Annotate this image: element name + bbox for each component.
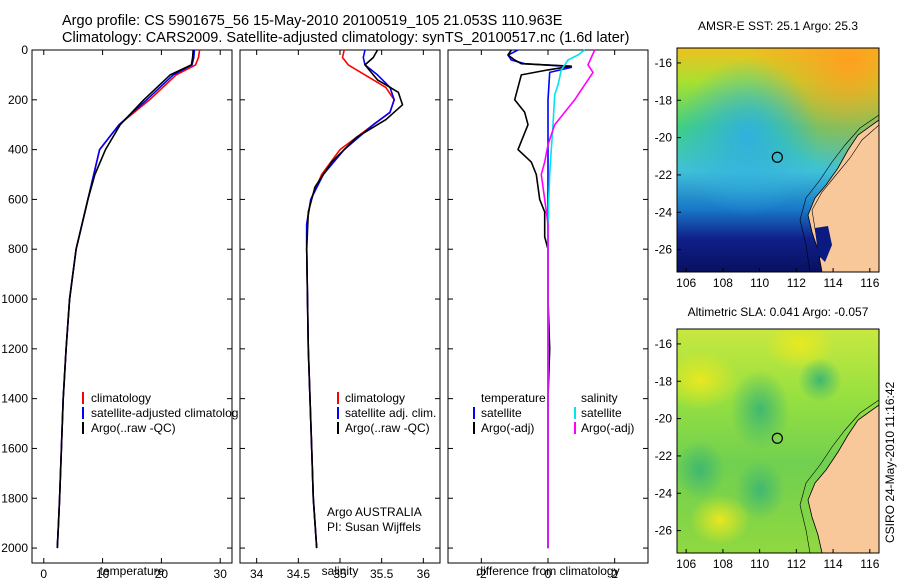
salinity-axes: 34 34.5 35 35.5 36 (240, 49, 440, 580)
y-tick-label: 600 (8, 192, 28, 206)
map-x-tick-label: 114 (824, 557, 843, 571)
map-x-tick-label: 112 (787, 276, 806, 290)
y-tick-label: 1600 (1, 441, 28, 455)
temperature-series (56, 49, 201, 549)
map-x-tick-label: 116 (860, 276, 879, 290)
temperature-legend: climatology satellite-adjusted climatolo… (82, 391, 238, 435)
sla-map-axes: 106 108 110 112 114 116 -16 -18 -20 -22 -24 -26 (655, 337, 880, 571)
map-x-tick-label: 114 (824, 276, 843, 290)
difference-legend: temperature salinity satellite Argo(-adj… (473, 391, 634, 435)
x-axis-label-temperature: temperature (100, 564, 165, 578)
header-line-2: Climatology: CARS2009. Satellite-adjuste… (62, 30, 629, 46)
difference-series (507, 49, 596, 549)
difference-axes: -2 0 2 (448, 49, 648, 580)
x-axis-label-salinity: salinity (322, 564, 359, 578)
x-tick-label: 35 (333, 567, 347, 580)
map-x-tick-label: 106 (676, 557, 696, 571)
sst-map (677, 48, 879, 272)
x-tick-label: -2 (476, 567, 487, 580)
y-tick-label: 1800 (1, 491, 28, 505)
legend-label: climatology (91, 391, 151, 405)
map-y-tick-label: -24 (655, 205, 673, 219)
y-tick-label: 800 (8, 242, 28, 256)
y-tick-label: 1200 (1, 342, 28, 356)
annotation-pi: PI: Susan Wijffels (327, 520, 421, 534)
series-line-salinity-argo-adj- (540, 49, 596, 549)
map-y-tick-label: -22 (655, 449, 673, 463)
sla-map-frame (676, 328, 880, 554)
map-y-tick-label: -26 (655, 243, 673, 257)
series-line-temperature-argo-adj- (507, 49, 573, 549)
map-y-tick-label: -18 (655, 374, 673, 388)
x-tick-label: 0 (40, 567, 47, 580)
map-y-tick-label: -16 (655, 337, 673, 351)
series-line-argo-raw-qc- (56, 49, 194, 549)
map-x-tick-label: 112 (787, 557, 806, 571)
y-tick-label: 200 (8, 93, 28, 107)
map-x-tick-label: 110 (750, 557, 769, 571)
map-x-tick-label: 106 (676, 276, 696, 290)
x-tick-label: 30 (214, 567, 228, 580)
x-axis-label-difference: difference from climatology (476, 564, 619, 578)
argo-location-marker (771, 432, 783, 444)
map-y-tick-label: -18 (655, 93, 673, 107)
legend-label: satellite (481, 406, 522, 420)
x-tick-label: 34.5 (287, 567, 311, 580)
argo-location-marker (771, 151, 783, 163)
legend-label: Argo(-adj) (481, 421, 534, 435)
map-x-tick-label: 108 (713, 557, 733, 571)
y-tick-label: 0 (21, 43, 28, 57)
legend-header-salinity: salinity (581, 391, 618, 405)
sst-map-axes: 106 108 110 112 114 116 -16 -18 -20 -22 -24 -26 (655, 56, 880, 290)
header-line-1: Argo profile: CS 5901675_56 15-May-2010 … (62, 13, 563, 29)
salinity-series (305, 49, 404, 549)
legend-label: Argo(..raw -QC) (91, 421, 176, 435)
map-y-tick-label: -26 (655, 524, 673, 538)
legend-label: Argo(..raw -QC) (345, 421, 430, 435)
map-y-tick-label: -20 (655, 131, 673, 145)
map-y-tick-label: -20 (655, 412, 673, 426)
map-x-tick-label: 116 (860, 557, 879, 571)
y-tick-label: 2000 (1, 541, 28, 555)
csiro-timestamp: CSIRO 24-May-2010 11:16:42 (883, 381, 897, 543)
sst-map-title: AMSR-E SST: 25.1 Argo: 25.3 (698, 19, 858, 33)
map-x-tick-label: 110 (750, 276, 769, 290)
salinity-panel (239, 49, 441, 564)
x-tick-label: 0 (545, 567, 552, 580)
x-tick-label: 2 (611, 567, 618, 580)
legend-label: satellite (581, 406, 622, 420)
australia-land (807, 404, 879, 553)
legend-label: climatology (345, 391, 405, 405)
annotation-argo-australia: Argo AUSTRALIA (327, 505, 422, 519)
legend-label: satellite-adjusted climatolog (91, 406, 238, 420)
legend-header-temperature: temperature (481, 391, 546, 405)
map-x-tick-label: 108 (713, 276, 733, 290)
series-line-argo-raw-qc- (305, 49, 404, 549)
x-tick-label: 36 (417, 567, 431, 580)
x-tick-label: 35.5 (370, 567, 394, 580)
y-tick-label: 400 (8, 143, 28, 157)
y-tick-label: 1400 (1, 392, 28, 406)
legend-label: Argo(-adj) (581, 421, 634, 435)
x-tick-label: 10 (96, 567, 110, 580)
map-y-tick-label: -22 (655, 168, 673, 182)
sla-map (677, 329, 879, 553)
x-tick-label: 34 (250, 567, 264, 580)
map-y-tick-label: -16 (655, 56, 673, 70)
y-tick-label: 1000 (1, 292, 28, 306)
temperature-panel (31, 49, 233, 564)
temperature-axes: 0 10 20 30 0 200 400 600 800 1000 1200 1400 1600 1800… (1, 43, 232, 580)
x-tick-label: 20 (155, 567, 169, 580)
sla-map-title: Altimetric SLA: 0.041 Argo: -0.057 (688, 305, 869, 319)
sst-map-frame (676, 47, 880, 273)
legend-label: satellite adj. clim. (345, 406, 436, 420)
map-y-tick-label: -24 (655, 486, 673, 500)
salinity-legend: climatology satellite adj. clim. Argo(..… (337, 391, 436, 435)
